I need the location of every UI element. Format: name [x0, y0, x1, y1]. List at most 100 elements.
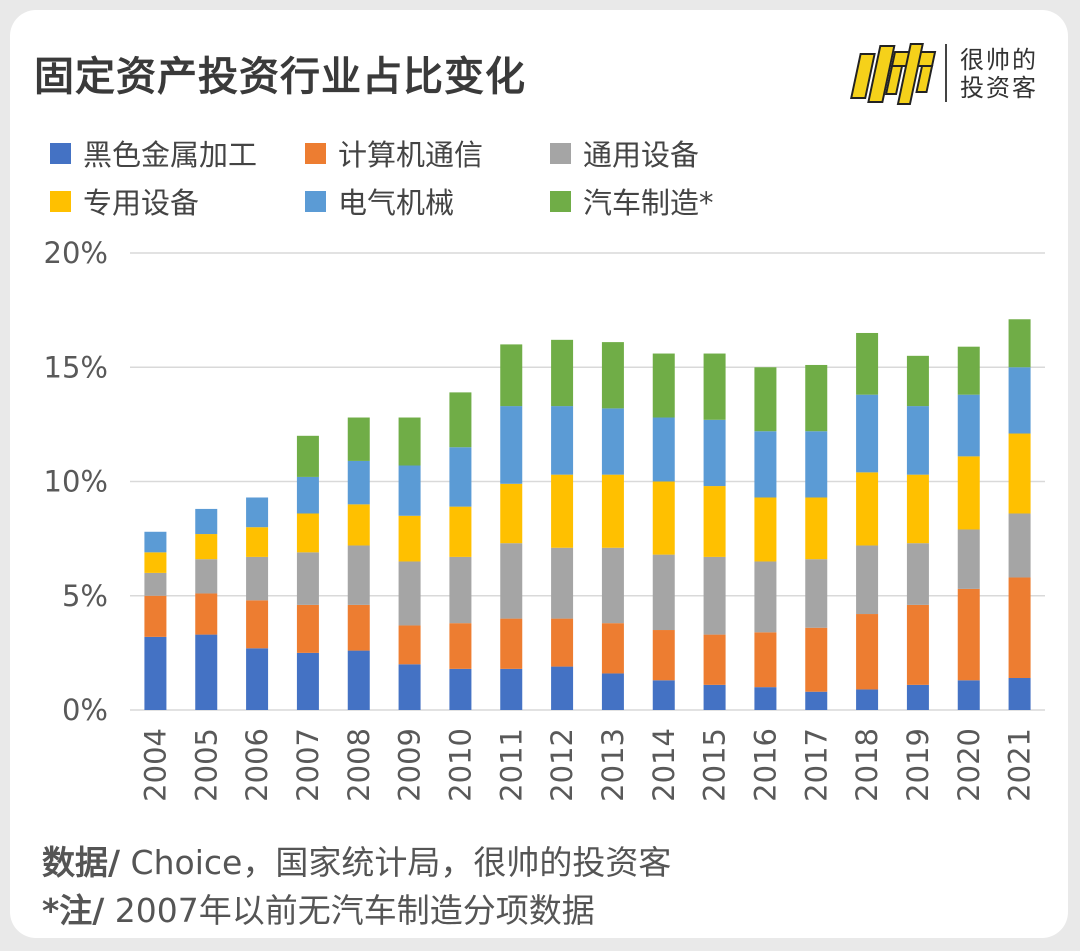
- bar-segment: [652, 630, 675, 681]
- bar-segment: [296, 652, 319, 710]
- legend-swatch: [50, 190, 71, 212]
- bar-segment: [957, 346, 980, 395]
- bar-segment: [195, 634, 218, 710]
- y-tick-label: 0%: [62, 693, 108, 727]
- bar-segment: [957, 529, 980, 589]
- footnote-label: *注/: [42, 891, 105, 930]
- bar-segment: [551, 339, 574, 407]
- bar-segment: [144, 595, 167, 637]
- bar-segment: [856, 472, 879, 546]
- bar-segment: [195, 559, 218, 594]
- bar-segment: [500, 344, 523, 407]
- bar-segment: [500, 543, 523, 619]
- x-tick-label: 2018: [850, 728, 884, 802]
- bar-segment: [195, 534, 218, 560]
- bar-segment: [805, 431, 828, 498]
- footnote: *注/ 2007年以前无汽车制造分项数据: [42, 884, 595, 932]
- bar-segment: [906, 355, 929, 407]
- legend-item: 电气机械: [305, 180, 454, 222]
- x-tick-label: 2010: [443, 728, 477, 802]
- bar-segment: [296, 435, 319, 477]
- legend-item: 通用设备: [550, 132, 699, 174]
- x-tick-label: 2007: [291, 728, 325, 802]
- bar-segment: [652, 481, 675, 555]
- source-note: 数据/ Choice，国家统计局，很帅的投资客: [42, 836, 671, 884]
- bar-segment: [347, 650, 370, 710]
- bar-segment: [144, 636, 167, 710]
- legend-swatch: [550, 142, 571, 164]
- bar-segment: [449, 392, 472, 448]
- legend-swatch: [50, 142, 71, 164]
- bar-segment: [703, 353, 726, 420]
- bar-segment: [754, 632, 777, 688]
- bar-segment: [347, 460, 370, 505]
- bar-segment: [703, 419, 726, 487]
- bar-segment: [1008, 678, 1031, 710]
- x-tick-label: 2014: [647, 728, 681, 802]
- x-tick-label: 2017: [799, 728, 833, 802]
- bar-segment: [449, 506, 472, 557]
- bar-segment: [195, 593, 218, 635]
- source-text: Choice，国家统计局，很帅的投资客: [120, 843, 672, 882]
- bar-segment: [449, 447, 472, 507]
- bar-segment: [601, 408, 624, 475]
- bar-segment: [754, 561, 777, 633]
- bar-segment: [652, 353, 675, 418]
- x-tick-label: 2013: [596, 728, 630, 802]
- bar-segment: [347, 504, 370, 546]
- bar-segment: [906, 543, 929, 605]
- bar-segment: [551, 406, 574, 475]
- bar-segment: [398, 561, 421, 626]
- bar-segment: [246, 527, 269, 557]
- legend-item: 专用设备: [50, 180, 199, 222]
- bar-segment: [144, 531, 167, 553]
- bar-segment: [1008, 319, 1031, 368]
- brand-name-line2: 投资客: [960, 74, 1038, 102]
- bar-segment: [957, 588, 980, 681]
- bar-segment: [144, 572, 167, 596]
- bar-segment: [906, 474, 929, 544]
- bar-segment: [754, 497, 777, 562]
- bar-segment: [398, 417, 421, 466]
- bar-segment: [1008, 433, 1031, 514]
- bar-segment: [500, 406, 523, 484]
- bar-segment: [449, 668, 472, 710]
- bar-segment: [398, 515, 421, 562]
- bar-segment: [652, 417, 675, 482]
- bar-segment: [703, 486, 726, 557]
- bar-segment: [296, 476, 319, 514]
- bar-segment: [957, 456, 980, 530]
- legend-label: 计算机通信: [338, 138, 484, 172]
- x-tick-label: 2019: [901, 728, 935, 802]
- legend-label: 专用设备: [83, 186, 200, 220]
- x-tick-label: 2006: [240, 728, 274, 802]
- x-tick-label: 2005: [189, 728, 223, 802]
- bar-segment: [347, 545, 370, 605]
- bar-segment: [1008, 367, 1031, 434]
- bar-segment: [805, 627, 828, 692]
- x-tick-label: 2004: [138, 728, 172, 802]
- bar-segment: [449, 623, 472, 669]
- bar-segment: [957, 394, 980, 457]
- x-tick-label: 2015: [698, 728, 732, 802]
- bar-segment: [805, 364, 828, 432]
- bar-segment: [856, 689, 879, 710]
- bar-segment: [398, 664, 421, 710]
- legend-item: 汽车制造*: [550, 180, 714, 222]
- stacked-bar-chart: 0% 5% 10% 15% 20% 2004 2005 2006 2007 2008 2009 201…: [44, 236, 1045, 802]
- bar-segment: [601, 474, 624, 548]
- bar-segment: [754, 367, 777, 432]
- bar-segment: [246, 556, 269, 601]
- bar-segment: [551, 618, 574, 667]
- bar-segment: [551, 666, 574, 710]
- bar-segment: [805, 691, 828, 710]
- bar-segment: [754, 431, 777, 498]
- legend-item: 计算机通信: [305, 132, 483, 174]
- bar-segment: [754, 687, 777, 710]
- bar-segment: [601, 623, 624, 674]
- brand-name-line1: 很帅的: [960, 46, 1038, 74]
- x-tick-label: 2016: [748, 728, 782, 802]
- bar-segment: [1008, 577, 1031, 679]
- bar-segment: [856, 394, 879, 473]
- legend-label: 电气机械: [338, 186, 455, 220]
